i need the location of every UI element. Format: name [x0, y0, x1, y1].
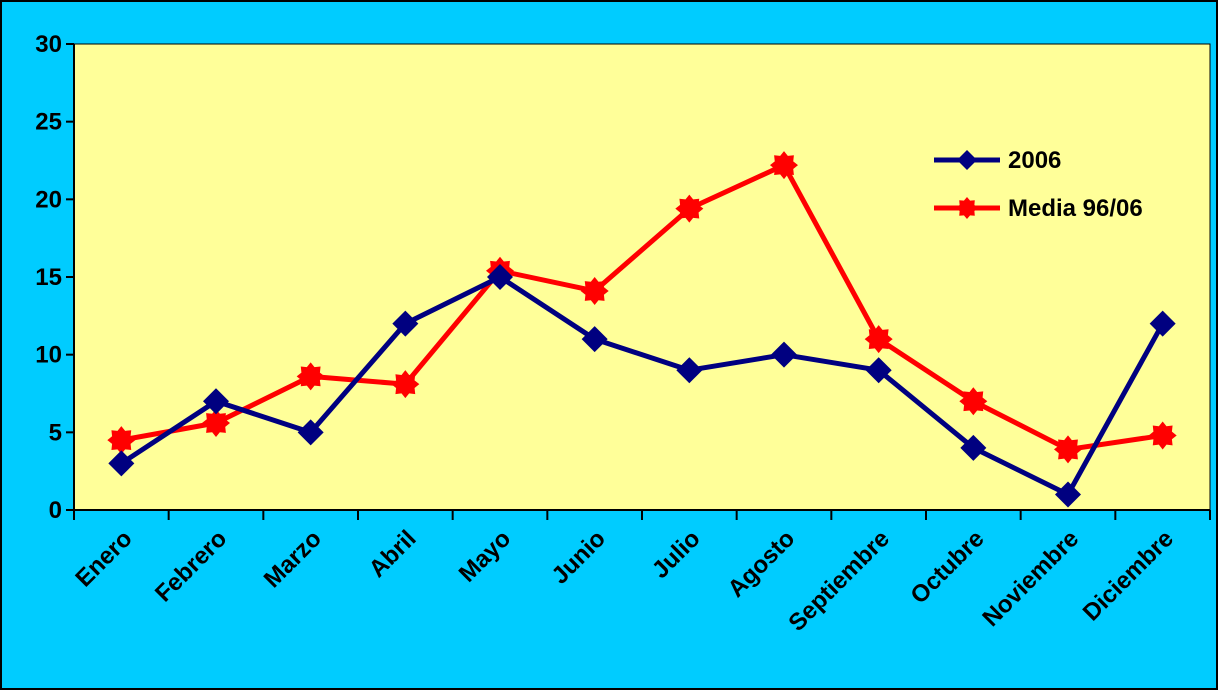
- x-tick-label: Septiembre: [783, 525, 895, 637]
- data-point: [960, 434, 987, 461]
- data-point-core: [585, 281, 604, 300]
- data-point-core: [680, 199, 699, 218]
- plot-area: [73, 43, 1211, 511]
- x-axis: Enero Febrero Marzo Abril Mayo Junio Julio Agos…: [70, 509, 1211, 637]
- y-tick-label: 0: [49, 497, 62, 524]
- legend-label: Media 96/06: [1008, 195, 1143, 222]
- x-tick-label: Julio: [647, 525, 706, 584]
- series-layer: [107, 151, 1177, 508]
- y-tick-label: 20: [35, 186, 62, 213]
- x-tick-label: Abril: [364, 525, 422, 583]
- data-point-core: [1059, 440, 1077, 459]
- data-point: [865, 357, 892, 384]
- legend-marker-core: [960, 201, 974, 215]
- legend-label: 2006: [1008, 147, 1061, 174]
- data-point-core: [301, 367, 320, 386]
- data-point-core: [964, 392, 983, 411]
- y-axis: 0 5 10 15 20 25 30: [35, 31, 75, 524]
- x-tick-label: Octubre: [905, 525, 989, 609]
- data-point-core: [112, 431, 131, 450]
- data-point: [1149, 310, 1176, 337]
- data-point: [203, 388, 229, 415]
- x-tick-label: Mayo: [454, 525, 516, 587]
- data-point: [676, 357, 703, 384]
- data-point: [392, 310, 419, 337]
- y-tick-label: 10: [35, 342, 62, 369]
- x-tick-label: Marzo: [259, 525, 327, 593]
- x-tick-label: Junio: [547, 525, 611, 589]
- series-2006: [108, 264, 1176, 508]
- legend-entry: 2006: [934, 147, 1061, 174]
- x-tick-label: Enero: [70, 525, 137, 592]
- data-point-core: [869, 330, 888, 349]
- y-tick-label: 5: [49, 419, 62, 446]
- data-point: [108, 450, 135, 477]
- data-point: [297, 419, 324, 446]
- y-tick-label: 25: [35, 109, 62, 136]
- data-point-core: [396, 375, 415, 394]
- y-tick-label: 15: [35, 264, 62, 291]
- x-tick-label: Agosto: [723, 525, 801, 603]
- x-tick-label: Febrero: [150, 525, 232, 607]
- legend: 2006 Media 96/06: [934, 147, 1143, 222]
- legend-entry: Media 96/06: [934, 195, 1143, 222]
- series-line: [120, 162, 1164, 452]
- data-point: [1055, 481, 1081, 508]
- data-point: [771, 341, 797, 368]
- x-tick-label: Noviembre: [977, 525, 1084, 632]
- data-point: [581, 326, 608, 353]
- data-point-core: [775, 156, 793, 175]
- legend-marker: [957, 150, 977, 170]
- y-tick-label: 30: [35, 31, 62, 58]
- data-point-core: [207, 414, 225, 433]
- series-line: [119, 274, 1165, 497]
- data-point-core: [1153, 426, 1172, 445]
- x-tick-label: Diciembre: [1078, 525, 1179, 626]
- data-point: [487, 264, 513, 290]
